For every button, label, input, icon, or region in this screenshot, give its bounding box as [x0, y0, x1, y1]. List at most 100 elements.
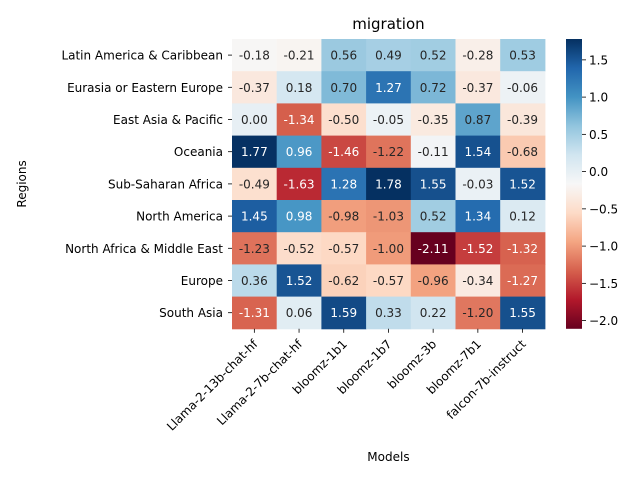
heatmap-cell [455, 135, 501, 169]
cell-value-label: -1.34 [284, 113, 315, 127]
y-tick-label: Latin America & Caribbean [61, 49, 223, 63]
heatmap-cell [410, 103, 456, 137]
cell-value-label: 0.87 [464, 113, 491, 127]
heatmap-cell [276, 103, 322, 137]
cell-value-label: -0.57 [373, 274, 404, 288]
cell-value-label: 0.33 [375, 306, 402, 320]
heatmap-cell [410, 71, 456, 104]
cell-value-label: 0.96 [286, 145, 313, 159]
heatmap-cell [410, 232, 456, 265]
heatmap-cell [366, 264, 412, 298]
heatmap-cell [232, 232, 278, 265]
heatmap-cell [410, 200, 456, 233]
cell-value-label: 1.59 [330, 306, 357, 320]
cell-value-label: -0.52 [284, 242, 315, 256]
x-tick-label: falcon-7b-instruct [444, 337, 529, 422]
cell-value-label: 0.53 [509, 49, 536, 63]
colorbar: 1.5 1.0 0.5 0.0 −0.5 −1.0 −1.5 −2.0 [566, 39, 618, 329]
cell-value-label: 0.49 [375, 49, 402, 63]
heatmap-cell [321, 296, 367, 330]
cell-value-label: 1.52 [509, 177, 536, 191]
cell-value-label: -0.68 [507, 145, 538, 159]
cell-value-label: 1.52 [286, 274, 313, 288]
heatmap-cell [455, 167, 501, 201]
x-tick-label: Llama-2-7b-chat-hf [214, 336, 306, 428]
heatmap-cell [232, 200, 278, 233]
cell-value-label: 0.06 [286, 306, 313, 320]
heatmap-cell [321, 71, 367, 104]
cell-value-label: -0.18 [239, 49, 270, 63]
cell-value-label: 0.56 [330, 49, 357, 63]
cell-value-label: -0.96 [418, 274, 449, 288]
cell-value-label: -0.21 [284, 49, 315, 63]
cell-value-label: -1.52 [462, 242, 493, 256]
heatmap-cell [500, 135, 546, 169]
heatmap-cells: -0.18 -0.21 0.56 0.49 0.52 -0.28 0.53 -0.37 0.18… [232, 39, 546, 330]
heatmap-cell [455, 71, 501, 104]
cell-value-label: 1.28 [330, 177, 357, 191]
heatmap-cell [366, 232, 412, 265]
colorbar-gradient [566, 39, 582, 329]
colorbar-tick-label: 0.5 [589, 128, 608, 142]
heatmap-cell [276, 167, 322, 201]
heatmap-cell [366, 103, 412, 137]
cell-value-label: 1.78 [375, 177, 402, 191]
cell-value-label: 0.36 [241, 274, 268, 288]
heatmap-cell [410, 264, 456, 298]
cell-value-label: 0.12 [509, 210, 536, 224]
cell-value-label: 1.27 [375, 81, 402, 95]
cell-value-label: 1.55 [420, 177, 447, 191]
heatmap-cell [321, 232, 367, 265]
cell-value-label: -0.11 [418, 145, 449, 159]
heatmap-cell [366, 135, 412, 169]
y-tick-label: North America [136, 210, 223, 224]
heatmap-cell [232, 296, 278, 330]
heatmap-cell [455, 232, 501, 265]
cell-value-label: 0.72 [420, 81, 447, 95]
cell-value-label: -0.05 [373, 113, 404, 127]
cell-value-label: 0.00 [241, 113, 268, 127]
colorbar-tick-label: 1.0 [589, 91, 608, 105]
heatmap-cell [500, 39, 546, 72]
cell-value-label: -0.06 [507, 81, 538, 95]
heatmap-cell [500, 296, 546, 330]
heatmap-cell [232, 39, 278, 72]
cell-value-label: 1.45 [241, 210, 268, 224]
heatmap-cell [321, 135, 367, 169]
x-axis-ticks: Llama-2-13b-chat-hfLlama-2-7b-chat-hfblo… [164, 328, 529, 433]
y-tick-label: Eurasia or Eastern Europe [67, 81, 223, 95]
cell-value-label: -1.03 [373, 210, 404, 224]
heatmap-cell [276, 200, 322, 233]
colorbar-tick-label: −2.0 [589, 314, 618, 328]
cell-value-label: -0.37 [239, 81, 270, 95]
heatmap-cell [276, 232, 322, 265]
cell-value-label: 1.55 [509, 306, 536, 320]
heatmap-cell [321, 167, 367, 201]
cell-value-label: -1.23 [239, 242, 270, 256]
cell-value-label: -0.03 [462, 177, 493, 191]
cell-value-label: -1.32 [507, 242, 538, 256]
heatmap-cell [366, 296, 412, 330]
colorbar-tick-label: −1.5 [589, 277, 618, 291]
heatmap-cell [366, 200, 412, 233]
heatmap-cell [232, 103, 278, 137]
cell-value-label: 0.18 [286, 81, 313, 95]
cell-value-label: -1.27 [507, 274, 538, 288]
cell-value-label: -0.28 [462, 49, 493, 63]
heatmap-cell [366, 167, 412, 201]
cell-value-label: 1.34 [464, 210, 491, 224]
heatmap-cell [500, 232, 546, 265]
cell-value-label: 0.52 [420, 49, 447, 63]
y-tick-label: Sub-Saharan Africa [108, 177, 223, 191]
heatmap-cell [321, 39, 367, 72]
y-tick-label: North Africa & Middle East [65, 242, 223, 256]
heatmap-cell [500, 167, 546, 201]
colorbar-tick-label: 0.0 [589, 165, 608, 179]
cell-value-label: -0.39 [507, 113, 538, 127]
heatmap-cell [455, 296, 501, 330]
heatmap-cell [455, 103, 501, 137]
heatmap-cell [232, 167, 278, 201]
cell-value-label: -0.62 [328, 274, 359, 288]
heatmap-cell [232, 264, 278, 298]
